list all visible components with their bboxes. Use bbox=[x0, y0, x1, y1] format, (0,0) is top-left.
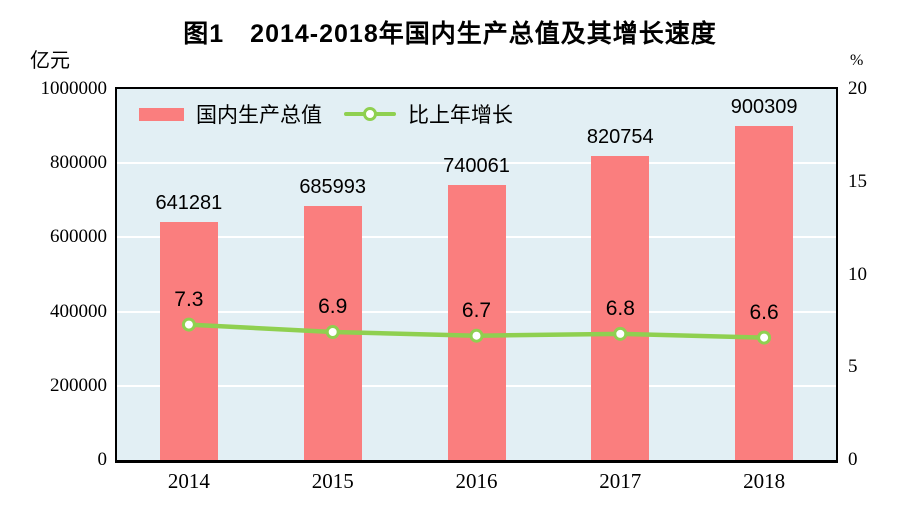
left-axis-unit: 亿元 bbox=[30, 50, 70, 72]
bar-value-label: 820754 bbox=[586, 125, 654, 148]
year-label: 2014 bbox=[167, 469, 210, 493]
right-tick-label: 15 bbox=[848, 170, 867, 192]
gdp-bar bbox=[591, 155, 650, 460]
bar-value-label: 740061 bbox=[443, 155, 510, 178]
bar-value-label: 900309 bbox=[730, 96, 798, 118]
growth-value-label: 6.6 bbox=[749, 300, 779, 324]
chart-legend: 国内生产总值 比上年增长 bbox=[139, 99, 523, 129]
left-tick-label: 200000 bbox=[50, 374, 107, 396]
plot-border: 641281 685993 740061 820754 900309 7.3 6.9 6.7 6… bbox=[115, 87, 838, 463]
legend-bar-label: 国内生产总值 bbox=[196, 104, 322, 127]
right-axis-ticks: 20 15 10 5 0 bbox=[848, 0, 898, 509]
growth-line bbox=[181, 317, 772, 345]
legend-line-marker-icon bbox=[344, 107, 396, 121]
chart-title: 图1 2014-2018年国内生产总值及其增长速度 bbox=[183, 20, 717, 48]
bar-value-label: 641281 bbox=[155, 192, 223, 215]
left-tick-label: 0 bbox=[97, 449, 108, 470]
growth-point-marker bbox=[757, 330, 772, 345]
gridline bbox=[117, 162, 836, 165]
growth-value-label: 6.8 bbox=[605, 296, 635, 320]
gdp-bar bbox=[735, 126, 794, 460]
left-axis-ticks: 1000000 800000 600000 400000 200000 0 bbox=[0, 0, 108, 509]
left-tick-label: 600000 bbox=[50, 226, 107, 248]
left-tick-label: 1000000 bbox=[40, 78, 108, 99]
legend-bar-swatch-icon bbox=[139, 107, 184, 121]
growth-value-label: 6.7 bbox=[461, 298, 492, 322]
growth-point-marker bbox=[469, 328, 484, 343]
legend-line-label: 比上年增长 bbox=[408, 104, 513, 127]
right-tick-label: 5 bbox=[848, 356, 858, 378]
year-label: 2017 bbox=[599, 469, 642, 493]
gdp-bar bbox=[447, 185, 506, 460]
year-label: 2018 bbox=[743, 469, 786, 493]
growth-point-marker bbox=[325, 325, 340, 340]
right-tick-label: 0 bbox=[848, 449, 858, 470]
left-tick-label: 800000 bbox=[50, 152, 107, 174]
right-axis-unit: % bbox=[850, 52, 864, 69]
growth-value-label: 7.3 bbox=[174, 287, 204, 311]
gdp-bar bbox=[159, 222, 218, 460]
plot-area: 641281 685993 740061 820754 900309 7.3 6.9 6.7 6… bbox=[117, 89, 836, 460]
left-tick-label: 400000 bbox=[50, 300, 107, 322]
year-label: 2016 bbox=[455, 469, 498, 493]
bar-value-label: 685993 bbox=[299, 175, 367, 198]
growth-value-label: 6.9 bbox=[318, 295, 348, 318]
year-label: 2015 bbox=[311, 469, 354, 493]
growth-point-marker bbox=[181, 317, 196, 332]
right-tick-label: 10 bbox=[848, 263, 867, 285]
right-tick-label: 20 bbox=[848, 78, 867, 99]
growth-point-marker bbox=[613, 326, 628, 341]
